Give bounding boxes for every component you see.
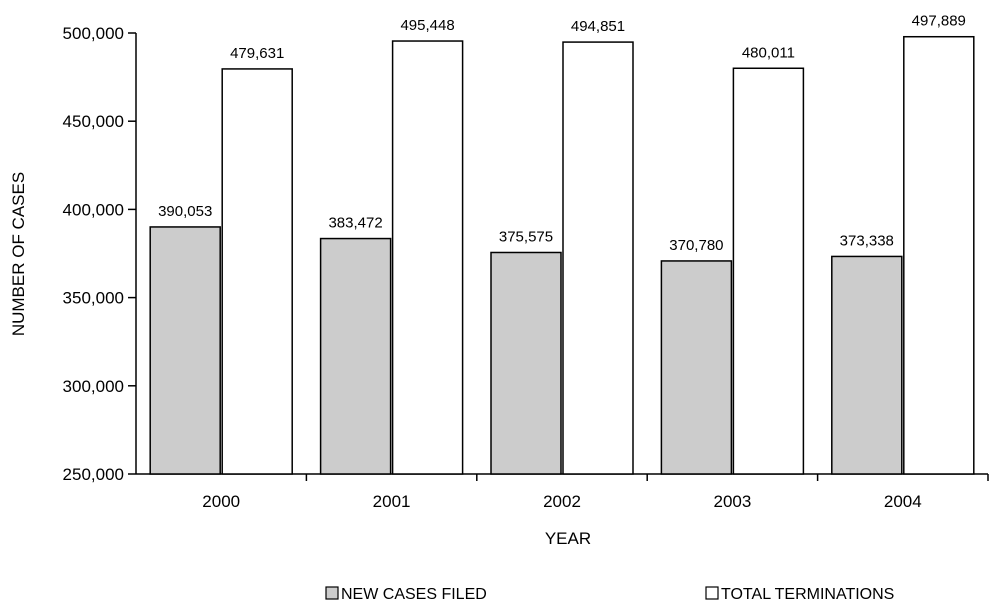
x-tick-label: 2004 xyxy=(884,492,922,511)
legend-swatch-total-terminations xyxy=(705,586,719,600)
bar-new-cases-filed xyxy=(660,260,733,475)
y-tick-label: 400,000 xyxy=(63,200,124,219)
legend-swatch-new-cases xyxy=(325,586,339,600)
value-labels: 390,053 479,631 383,472 495,448 375,575 494,8… xyxy=(158,13,966,254)
y-tick-label: 500,000 xyxy=(63,24,124,43)
value-label: 497,889 xyxy=(912,13,966,30)
bars xyxy=(149,35,975,475)
legend-label-new-cases: NEW CASES FILED xyxy=(341,586,487,603)
y-tick-label: 250,000 xyxy=(63,465,124,484)
y-tick-label: 300,000 xyxy=(63,377,124,396)
x-tick-label: 2000 xyxy=(202,492,240,511)
value-label: 479,631 xyxy=(230,45,284,62)
bar-total-terminations xyxy=(732,67,805,475)
bar-total-terminations xyxy=(391,40,464,475)
value-label: 390,053 xyxy=(158,203,212,220)
legend: NEW CASES FILED TOTAL TERMINATIONS xyxy=(325,586,894,603)
y-axis: 250,000 300,000 350,000 400,000 450,000 500,0… xyxy=(63,24,137,484)
bar-total-terminations xyxy=(903,35,975,475)
y-tick-label: 450,000 xyxy=(63,112,124,131)
bar-total-terminations xyxy=(221,68,293,475)
x-tick-label: 2002 xyxy=(543,492,581,511)
y-axis-title: NUMBER OF CASES xyxy=(9,172,28,336)
bar-new-cases-filed xyxy=(319,237,392,475)
x-axis: 2000 2001 2002 2003 2004 xyxy=(136,473,989,511)
value-label: 370,780 xyxy=(669,237,723,254)
bar-new-cases-filed xyxy=(831,255,903,475)
value-label: 494,851 xyxy=(571,18,625,35)
x-tick-label: 2003 xyxy=(713,492,751,511)
bar-new-cases-filed xyxy=(490,251,562,475)
x-tick-label: 2001 xyxy=(373,492,411,511)
value-label: 373,338 xyxy=(840,232,894,249)
bar-total-terminations xyxy=(562,41,634,475)
value-label: 495,448 xyxy=(400,17,454,34)
value-label: 375,575 xyxy=(499,228,553,245)
y-tick-label: 350,000 xyxy=(63,289,124,308)
x-axis-title: YEAR xyxy=(545,529,591,548)
bar-new-cases-filed xyxy=(149,226,221,475)
value-label: 383,472 xyxy=(328,215,382,232)
legend-label-total-terminations: TOTAL TERMINATIONS xyxy=(721,586,894,603)
value-label: 480,011 xyxy=(742,44,795,61)
